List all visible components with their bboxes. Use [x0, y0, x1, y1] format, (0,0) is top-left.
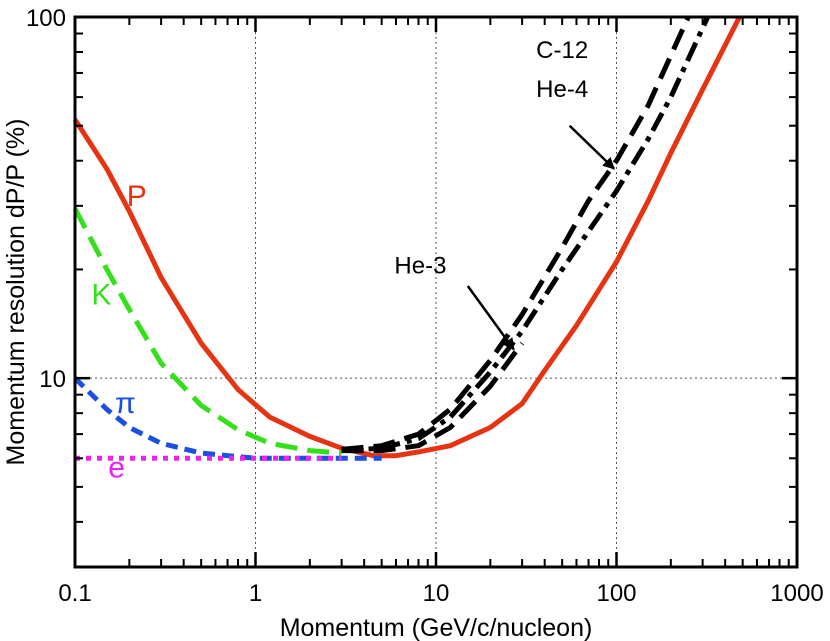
label-e: e — [108, 452, 125, 485]
arrow-he3 — [466, 285, 515, 351]
x-tick-label: 1000 — [770, 580, 823, 607]
y-axis-label: Momentum resolution dP/P (%) — [2, 119, 30, 466]
label-k: K — [91, 278, 111, 311]
annotation-he4: He-4 — [536, 76, 588, 103]
annotation-c12: C-12 — [536, 37, 588, 64]
annotation-he3: He-3 — [394, 252, 446, 279]
arrow-c12-he4 — [568, 124, 615, 170]
series-line-p — [72, 15, 742, 459]
x-tick-label: 100 — [596, 580, 636, 607]
grid — [75, 17, 797, 567]
series-line-he-3 — [341, 341, 525, 454]
series-line-c-12 — [341, 15, 691, 452]
series-line-pi — [73, 376, 382, 461]
y-tick-label: 10 — [39, 366, 66, 393]
series — [72, 15, 742, 461]
x-axis-label: Momentum (GeV/c/nucleon) — [280, 614, 593, 641]
label-pi: π — [115, 387, 136, 420]
y-tick-label: 100 — [26, 5, 66, 32]
label-p: P — [127, 180, 147, 213]
x-tick-label: 0.1 — [58, 580, 91, 607]
x-tick-label: 10 — [423, 580, 450, 607]
series-line-he-4 — [341, 15, 710, 454]
ticks — [73, 15, 799, 568]
arrows — [466, 124, 615, 351]
series-line-k — [72, 207, 342, 456]
x-tick-label: 1 — [249, 580, 262, 607]
